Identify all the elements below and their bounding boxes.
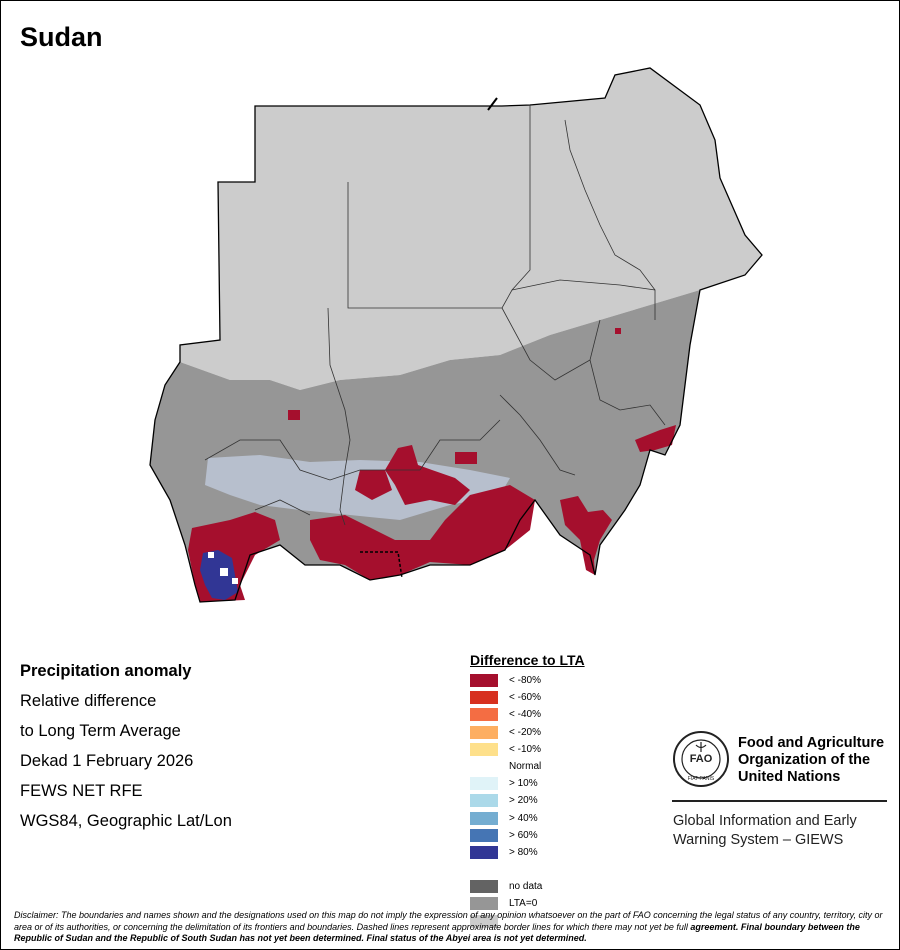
legend-item: LTA=0 — [470, 895, 585, 912]
legend-swatch — [470, 674, 498, 687]
legend-rows: < -80% < -60% < -40% < -20% < -10% Normal > 10… — [470, 672, 585, 930]
legend-swatch — [470, 777, 498, 791]
surplus-areas — [200, 550, 238, 600]
legend-item: < -60% — [470, 689, 585, 706]
legend-label: < -20% — [509, 726, 541, 738]
disclaimer: Disclaimer: The boundaries and names sho… — [14, 910, 888, 945]
legend: Difference to LTA < -80% < -60% < -40% < -2… — [470, 652, 585, 930]
legend-swatch — [470, 880, 498, 894]
legend-label: < -60% — [509, 692, 541, 704]
legend-label: > 40% — [509, 812, 538, 824]
disclaimer-bold-text: agreement. Final boundary between the Re… — [14, 921, 860, 944]
island-marker — [487, 97, 498, 111]
legend-item: < -10% — [470, 741, 585, 758]
legend-item: > 60% — [470, 827, 585, 844]
legend-item: < -80% — [470, 672, 585, 689]
legend-swatch — [470, 725, 498, 739]
legend-item: > 10% — [470, 775, 585, 792]
svg-text:FAO: FAO — [690, 753, 713, 765]
state-boundaries — [204, 105, 666, 526]
svg-text:FIAT PANIS: FIAT PANIS — [688, 776, 715, 782]
legend-item: > 80% — [470, 844, 585, 861]
legend-item — [470, 913, 585, 930]
legend-swatch — [470, 914, 498, 928]
central-lta0-zone — [150, 290, 700, 602]
legend-label: > 60% — [509, 829, 538, 841]
giews-line: Warning System – GIEWS — [673, 832, 844, 848]
giews-line: Global Information and Early — [673, 813, 857, 829]
fao-name: Food and Agriculture Organization of the… — [738, 735, 898, 786]
legend-label: > 20% — [509, 795, 538, 807]
legend-swatch — [470, 794, 498, 808]
north-dry-zone — [180, 68, 762, 390]
legend-label: < -40% — [509, 709, 541, 721]
map-title: Sudan — [20, 22, 103, 52]
info-line: FEWS NET RFE — [20, 782, 143, 800]
legend-item: Normal — [470, 758, 585, 775]
map-info: Precipitation anomaly Relative differenc… — [20, 656, 232, 836]
info-line: WGS84, Geographic Lat/Lon — [20, 812, 232, 830]
legend-item — [470, 861, 585, 878]
info-heading: Precipitation anomaly — [20, 662, 192, 680]
giews-name: Global Information and Early Warning Sys… — [673, 812, 888, 850]
legend-label: > 10% — [509, 778, 538, 790]
precipitation-map — [149, 67, 763, 603]
fao-name-line: Organization of the — [738, 752, 871, 768]
legend-swatch — [470, 828, 498, 842]
legend-swatch — [470, 691, 498, 705]
legend-item: > 40% — [470, 810, 585, 827]
legend-label: no data — [509, 881, 543, 893]
legend-item: < -20% — [470, 724, 585, 741]
legend-label: Normal — [509, 760, 542, 772]
legend-label: < -10% — [509, 743, 541, 755]
legend-item: no data — [470, 878, 585, 895]
legend-swatch — [470, 845, 498, 859]
country-border — [149, 67, 763, 603]
disclaimer-text: Disclaimer: The boundaries and names sho… — [14, 910, 883, 932]
divider — [672, 800, 887, 802]
info-line: Relative difference — [20, 692, 157, 710]
info-line: to Long Term Average — [20, 722, 181, 740]
abyei-boundary — [360, 551, 403, 579]
fao-logo-icon: FAO FIAT PANIS — [673, 731, 729, 787]
fao-name-line: United Nations — [738, 769, 841, 785]
legend-item: > 20% — [470, 792, 585, 809]
fao-name-line: Food and Agriculture — [738, 735, 885, 751]
legend-swatch — [470, 811, 498, 825]
legend-swatch — [470, 708, 498, 722]
legend-label: LTA=0 — [509, 898, 538, 910]
legend-label: > 80% — [509, 846, 538, 858]
legend-title: Difference to LTA — [470, 652, 585, 668]
info-line: Dekad 1 February 2026 — [20, 752, 194, 770]
legend-label: < -80% — [509, 675, 541, 686]
legend-swatch — [470, 897, 498, 911]
legend-swatch — [470, 742, 498, 756]
deficit-areas — [188, 328, 676, 602]
legend-item: < -40% — [470, 706, 585, 723]
